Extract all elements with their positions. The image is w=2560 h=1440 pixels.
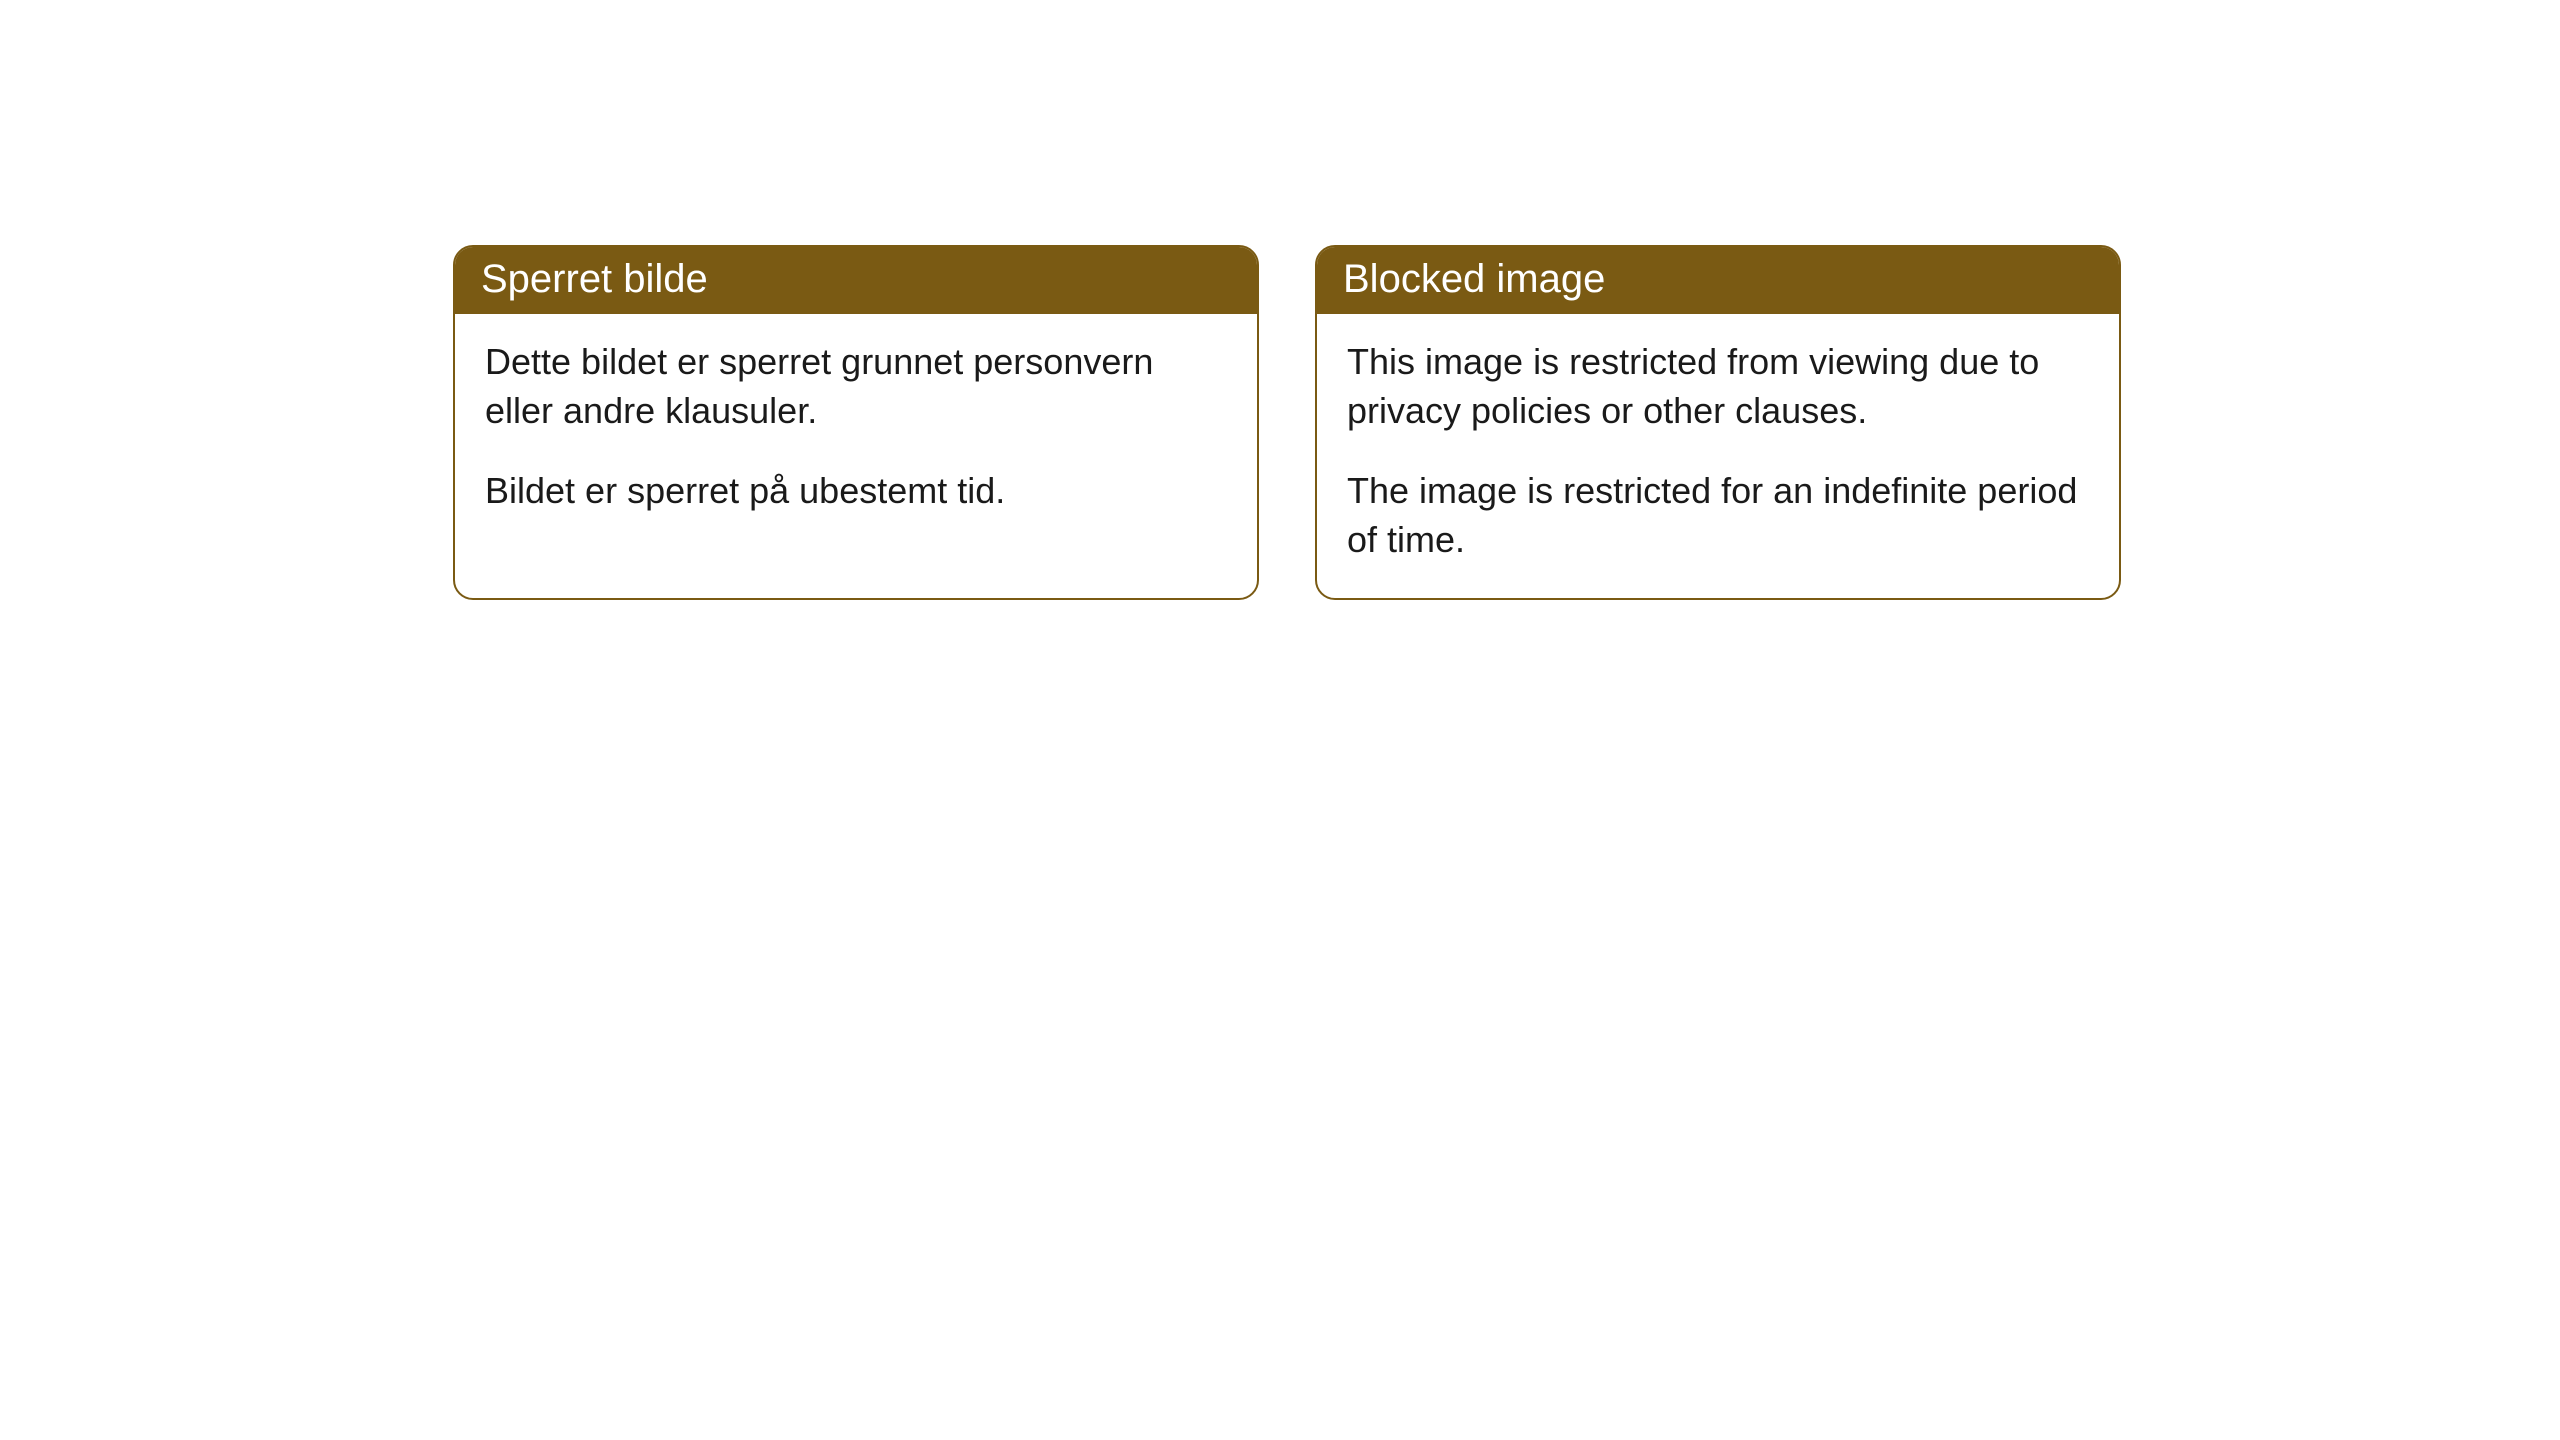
card-body-english: This image is restricted from viewing du… [1317,314,2119,598]
notice-container: Sperret bilde Dette bildet er sperret gr… [0,0,2560,600]
blocked-image-card-english: Blocked image This image is restricted f… [1315,245,2121,600]
card-paragraph-1-norwegian: Dette bildet er sperret grunnet personve… [485,338,1227,435]
card-header-norwegian: Sperret bilde [455,247,1257,314]
card-paragraph-2-english: The image is restricted for an indefinit… [1347,467,2089,564]
card-title-norwegian: Sperret bilde [481,257,708,301]
card-paragraph-2-norwegian: Bildet er sperret på ubestemt tid. [485,467,1227,516]
blocked-image-card-norwegian: Sperret bilde Dette bildet er sperret gr… [453,245,1259,600]
card-paragraph-1-english: This image is restricted from viewing du… [1347,338,2089,435]
card-body-norwegian: Dette bildet er sperret grunnet personve… [455,314,1257,550]
card-header-english: Blocked image [1317,247,2119,314]
card-title-english: Blocked image [1343,257,1605,301]
